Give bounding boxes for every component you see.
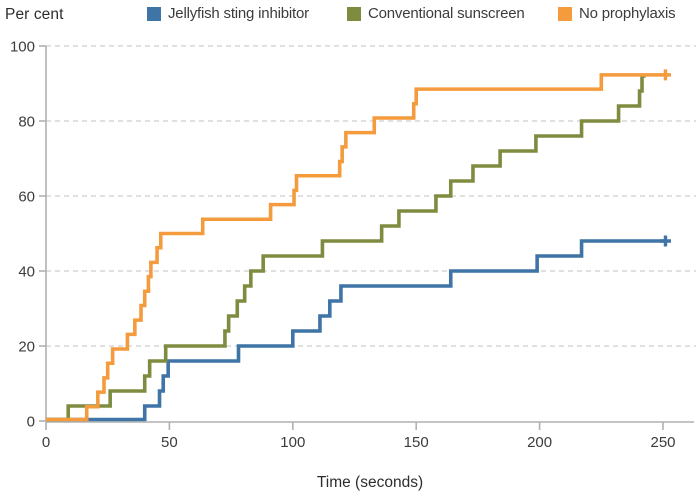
legend-label: Jellyfish sting inhibitor: [168, 5, 309, 22]
legend-item-inhibitor: Jellyfish sting inhibitor: [147, 5, 309, 22]
y-tick-label-100: 100: [10, 39, 35, 56]
legend-swatch-no-prophylaxis-icon: [558, 6, 572, 21]
x-tick-label-0: 0: [42, 434, 50, 451]
y-tick-label-40: 40: [18, 264, 35, 281]
legend-label: No prophylaxis: [579, 5, 676, 22]
x-tick-label-250: 250: [650, 434, 675, 451]
legend-swatch-inhibitor-icon: [147, 6, 161, 21]
y-tick-label-20: 20: [18, 339, 35, 356]
censor-mark-jellyfish-sting-inhibitor: [659, 235, 671, 247]
legend-item-no-prophylaxis: No prophylaxis: [558, 5, 676, 22]
series-curve-conventional-sunscreen: [46, 74, 646, 422]
legend-swatch-sunscreen-icon: [347, 6, 361, 21]
x-tick-label-200: 200: [527, 434, 552, 451]
y-axis-title: Per cent: [5, 6, 64, 23]
censor-mark-no-prophylaxis: [659, 69, 671, 81]
x-axis-title: Time (seconds): [317, 474, 423, 491]
figure-header: Per cent Jellyfish sting inhibitor Conve…: [0, 0, 700, 30]
x-tick-label-150: 150: [404, 434, 429, 451]
series-curve-jellyfish-sting-inhibitor: [46, 239, 666, 422]
legend-item-sunscreen: Conventional sunscreen: [347, 5, 525, 22]
x-tick-label-100: 100: [280, 434, 305, 451]
x-tick-label-50: 50: [161, 434, 178, 451]
series-curve-no-prophylaxis: [46, 73, 666, 422]
y-tick-label-60: 60: [18, 189, 35, 206]
y-tick-label-0: 0: [27, 414, 35, 431]
legend-label: Conventional sunscreen: [368, 5, 525, 22]
y-tick-label-80: 80: [18, 114, 35, 131]
